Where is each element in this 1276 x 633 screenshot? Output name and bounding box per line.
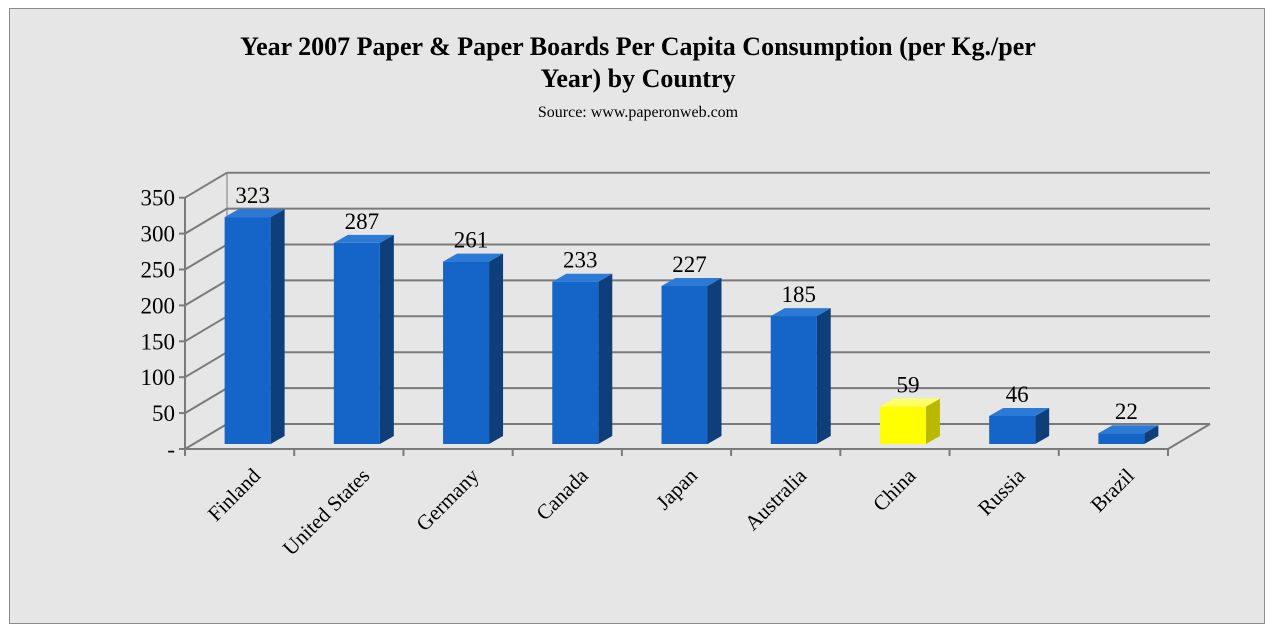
bar-brazil	[1098, 425, 1159, 444]
bar-top	[1098, 425, 1159, 434]
bar-united-states	[333, 234, 394, 444]
bar-side	[598, 273, 613, 444]
data-label: 22	[1115, 399, 1138, 424]
bar-side	[1144, 425, 1159, 444]
bar	[879, 406, 926, 444]
bar-china	[879, 398, 940, 444]
bar-finland	[224, 209, 285, 444]
bar-top	[661, 278, 722, 287]
gridline-side	[184, 351, 228, 379]
bar-side	[925, 398, 940, 444]
y-tick-label: 300	[141, 222, 176, 247]
labels-layer: - 50 100 150 200 250 300 350 323 Finland 287 United…	[141, 183, 1140, 560]
bar-side	[489, 253, 504, 444]
chart-title: Year 2007 Paper & Paper Boards Per Capit…	[10, 31, 1266, 95]
y-tick-label: 50	[152, 401, 175, 426]
chart-title-line-1: Year 2007 Paper & Paper Boards Per Capit…	[240, 32, 1036, 61]
data-label: 46	[1006, 382, 1029, 407]
bar	[552, 281, 599, 444]
bar	[770, 316, 817, 444]
floor-right-edge	[1167, 423, 1211, 450]
chart-title-line-2: Year) by Country	[540, 64, 736, 93]
bar	[989, 415, 1036, 444]
bar-russia	[989, 407, 1050, 444]
x-tick-label: Russia	[973, 463, 1030, 520]
y-tick-label: 200	[141, 293, 176, 318]
x-tick-label: China	[868, 463, 921, 516]
bar	[1098, 433, 1145, 444]
bar-japan	[661, 278, 722, 444]
gridline-side	[184, 207, 228, 235]
bar-top	[770, 308, 831, 317]
bar	[333, 242, 380, 444]
x-tick-label: Brazil	[1086, 463, 1139, 516]
gridline-side	[184, 423, 228, 450]
data-label: 59	[896, 373, 919, 398]
data-label: 323	[235, 183, 270, 208]
chart-frame: Year 2007 Paper & Paper Boards Per Capit…	[9, 8, 1265, 624]
x-tick-label: United States	[278, 464, 375, 561]
bar-side	[816, 308, 831, 444]
bar-top	[879, 398, 940, 407]
bar	[224, 217, 271, 444]
bar-top	[443, 253, 504, 262]
y-tick-label: 100	[141, 365, 176, 390]
x-tick-label: Japan	[651, 463, 702, 514]
gridline-side	[184, 387, 228, 414]
gridline-side	[184, 315, 228, 343]
x-tick-label: Canada	[531, 463, 593, 525]
bar-chart: - 50 100 150 200 250 300 350 323 Finland 287 United…	[141, 171, 1211, 560]
bar-top	[552, 273, 613, 282]
bar-australia	[770, 308, 831, 444]
data-label: 227	[672, 252, 707, 277]
y-tick-label: 350	[141, 186, 176, 211]
bars-layer	[224, 209, 1159, 444]
bar-canada	[552, 273, 613, 444]
bar-side	[1035, 407, 1050, 444]
data-label: 261	[454, 228, 489, 253]
x-tick-label: Australia	[740, 463, 812, 535]
x-tick-label: Germany	[411, 463, 484, 536]
bar-side	[707, 278, 722, 444]
bar-top	[989, 407, 1050, 416]
bar-side	[379, 234, 394, 444]
axis-layer	[179, 196, 1211, 456]
chart-subtitle: Source: www.paperonweb.com	[537, 104, 739, 121]
bar-top	[224, 209, 285, 218]
y-tick-label: 250	[141, 258, 176, 283]
y-tick-label: -	[167, 437, 175, 462]
bar	[443, 261, 490, 444]
bar	[661, 286, 708, 444]
data-label: 233	[563, 248, 598, 273]
bar-side	[270, 209, 285, 444]
gridline-side	[184, 171, 228, 199]
bar-top	[333, 234, 394, 243]
data-label: 185	[781, 282, 816, 307]
gridline-side	[184, 243, 228, 271]
x-tick-label: Finland	[203, 463, 266, 526]
gridline-side	[184, 279, 228, 307]
y-tick-label: 150	[141, 329, 176, 354]
data-label: 287	[345, 209, 380, 234]
bar-germany	[443, 253, 504, 444]
